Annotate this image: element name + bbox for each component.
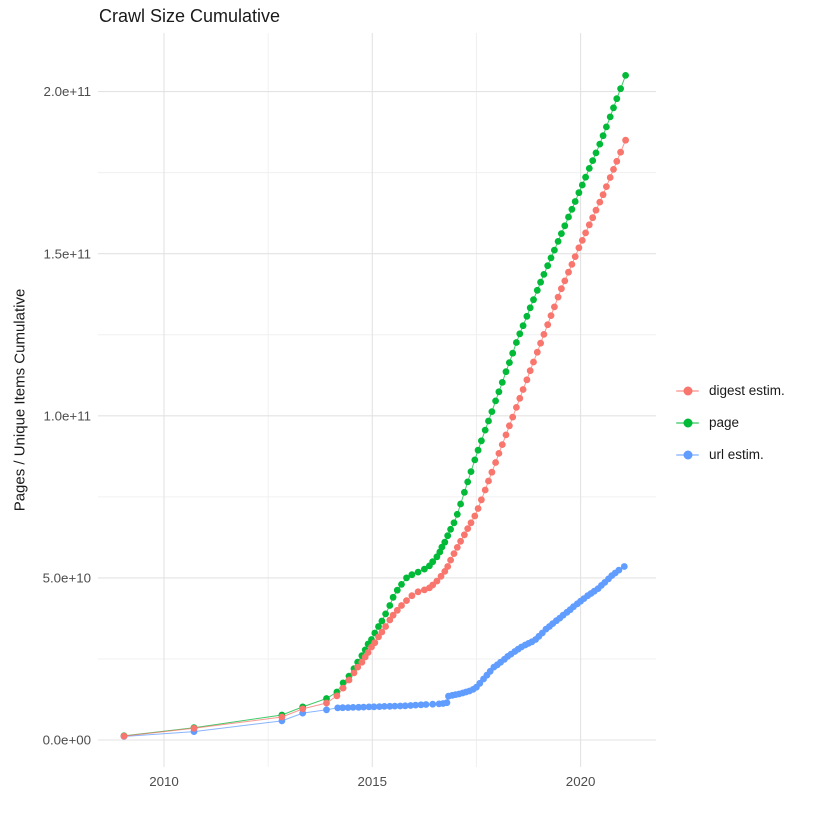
svg-text:2.0e+11: 2.0e+11 bbox=[44, 84, 91, 99]
svg-text:1.5e+11: 1.5e+11 bbox=[44, 246, 91, 261]
legend-key-url-icon bbox=[676, 448, 699, 462]
svg-text:0.0e+00: 0.0e+00 bbox=[43, 733, 91, 748]
legend-label: url estim. bbox=[709, 447, 764, 462]
svg-text:2015: 2015 bbox=[358, 774, 388, 789]
legend-key-digest-icon bbox=[676, 384, 699, 398]
legend-label: digest estim. bbox=[709, 383, 785, 398]
legend: digest estim. page url estim. bbox=[676, 383, 785, 462]
legend-label: page bbox=[709, 415, 740, 430]
svg-text:2020: 2020 bbox=[566, 774, 596, 789]
svg-text:1.0e+11: 1.0e+11 bbox=[44, 408, 91, 423]
svg-text:2010: 2010 bbox=[149, 774, 179, 789]
svg-text:5.0e+10: 5.0e+10 bbox=[43, 570, 91, 585]
legend-item-digest-estim: digest estim. bbox=[676, 383, 785, 398]
legend-key-page-icon bbox=[676, 416, 699, 430]
legend-item-url-estim: url estim. bbox=[676, 447, 785, 462]
legend-item-page: page bbox=[676, 415, 785, 430]
chart-title: Crawl Size Cumulative bbox=[99, 6, 281, 26]
